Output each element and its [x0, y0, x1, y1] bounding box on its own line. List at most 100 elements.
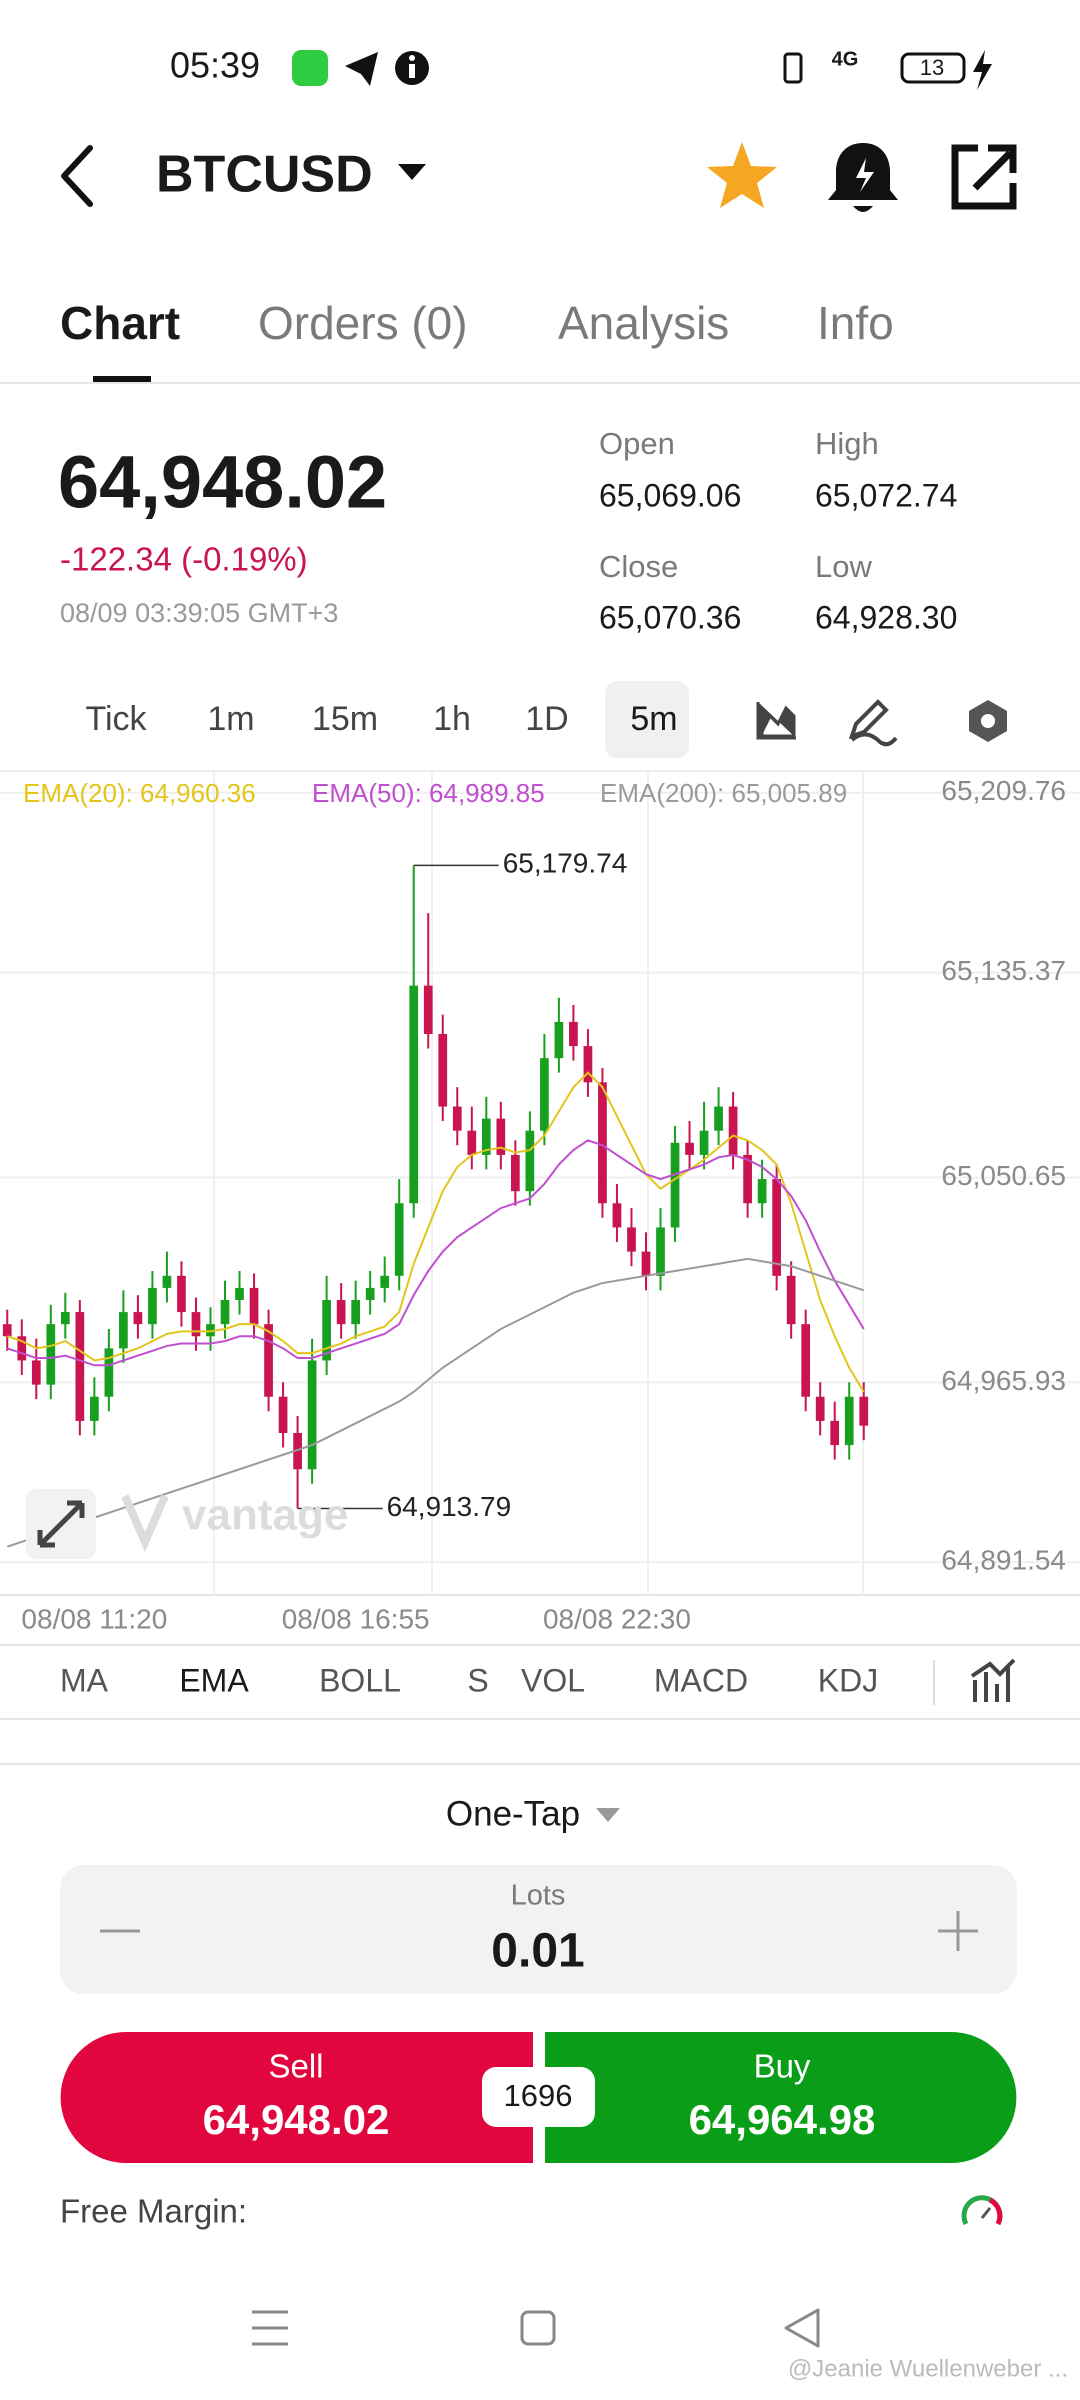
spread: 1696: [504, 2078, 573, 2113]
timeframe[interactable]: Tick: [85, 700, 147, 738]
draw-tool-button[interactable]: [848, 699, 898, 747]
buy-price[interactable]: 64,964.98: [689, 2096, 876, 2143]
timestamp: 08/09 03:39:05 GMT+3: [60, 598, 338, 628]
sell-label[interactable]: Sell: [268, 2048, 323, 2085]
y-tick-label: 64,965.93: [941, 1365, 1066, 1396]
timeframe[interactable]: 1h: [433, 700, 471, 738]
candle-body: [380, 1275, 390, 1288]
candle-body: [104, 1348, 114, 1397]
candle-body: [452, 1106, 462, 1131]
candle-body: [206, 1324, 215, 1337]
indicator-settings[interactable]: [970, 1658, 1016, 1702]
indicator-tab[interactable]: BOLL: [319, 1662, 401, 1698]
indicator-tab[interactable]: S: [467, 1662, 488, 1698]
lots-label: Lots: [511, 1880, 566, 1912]
candle-body: [815, 1396, 825, 1421]
candle-body: [772, 1179, 781, 1276]
candle-body: [133, 1312, 143, 1325]
margin-gauge: [988, 2197, 1003, 2226]
candle-body: [743, 1154, 752, 1204]
timeframe[interactable]: 1D: [525, 700, 568, 738]
candle-body: [75, 1312, 85, 1421]
trade-mode[interactable]: One-Tap: [446, 1794, 580, 1833]
back-button[interactable]: [61, 145, 93, 207]
status-icon: [409, 55, 415, 61]
status-time: 05:39: [170, 45, 260, 86]
candle-body: [307, 1360, 317, 1470]
legend-entry: EMA(200): 65,005.89: [600, 778, 847, 808]
stat-label: Close: [599, 549, 678, 584]
candle-body: [554, 1021, 564, 1059]
favorite-star[interactable]: [707, 142, 777, 208]
lots-increase[interactable]: [938, 1911, 978, 1951]
sell-button[interactable]: [60, 2032, 534, 2163]
image-credit: @Jeanie Wuellenweber ...: [788, 2355, 1068, 2382]
candle-body: [801, 1324, 811, 1397]
nav-menu[interactable]: [252, 2310, 288, 2346]
candle-body: [162, 1275, 172, 1288]
sell-price[interactable]: 64,948.02: [203, 2096, 390, 2143]
candle-body: [685, 1142, 694, 1155]
buy-label[interactable]: Buy: [754, 2048, 811, 2085]
timeframe[interactable]: 15m: [312, 700, 378, 738]
indicator-tab[interactable]: EMA: [179, 1662, 249, 1698]
candle-body: [2, 1324, 12, 1337]
timeframe-selected-bg: [605, 681, 689, 758]
candle-body: [525, 1130, 535, 1192]
nav-back[interactable]: [784, 2308, 820, 2348]
candle-body: [423, 985, 433, 1034]
lots-value[interactable]: 0.01: [491, 1925, 584, 1978]
symbol-dropdown[interactable]: [398, 164, 426, 180]
y-tick-label: 64,891.54: [941, 1545, 1066, 1576]
candle-body: [612, 1203, 622, 1228]
annotation-label: 65,179.74: [503, 848, 628, 879]
tab[interactable]: Chart: [60, 297, 180, 349]
candle-body: [365, 1287, 375, 1300]
buy-button[interactable]: [545, 2032, 1017, 2163]
candle-body: [17, 1336, 27, 1361]
candle-body: [859, 1396, 869, 1426]
timeframe[interactable]: 1m: [207, 700, 254, 738]
fullscreen-button: [37, 1500, 85, 1548]
candle-body: [467, 1130, 477, 1155]
candle-body: [670, 1142, 680, 1228]
candle-body: [148, 1287, 157, 1325]
ema-line: [6, 1257, 865, 1548]
legend-entry: EMA(50): 64,989.85: [312, 778, 545, 808]
period[interactable]: 1W: [515, 1757, 564, 1793]
period[interactable]: 1D: [195, 1757, 236, 1793]
candle-body: [31, 1360, 41, 1385]
indicator-tab[interactable]: MA: [60, 1662, 109, 1698]
timeframe[interactable]: 5m: [630, 700, 677, 738]
price-chart: 65,209.76 65,135.37 65,050.65 64,965.93 64,8…: [0, 775, 1080, 1634]
indicator-tab[interactable]: MACD: [654, 1662, 748, 1698]
stat-label: Low: [815, 549, 872, 584]
candle-body: [46, 1324, 56, 1385]
tab[interactable]: Orders (0): [258, 297, 468, 349]
candle-body: [569, 1021, 578, 1047]
nav-home[interactable]: [520, 2310, 556, 2346]
candle-body: [249, 1287, 259, 1325]
stat-value: 65,072.74: [815, 477, 957, 513]
indicator-tab[interactable]: VOL: [521, 1662, 585, 1698]
tab[interactable]: Analysis: [558, 297, 729, 349]
candle-body: [714, 1106, 723, 1131]
chart-type-button[interactable]: [756, 702, 796, 740]
indicator-tab[interactable]: KDJ: [818, 1662, 878, 1698]
symbol-title[interactable]: BTCUSD: [156, 146, 373, 204]
candle-body: [60, 1312, 70, 1325]
candle-body: [220, 1299, 230, 1325]
period[interactable]: 1M: [841, 1757, 885, 1793]
stat-label: High: [815, 426, 879, 461]
status-icon: [783, 52, 803, 84]
candle-body: [510, 1154, 520, 1192]
legend-entry: EMA(20): 64,960.36: [23, 778, 256, 808]
last-price: 64,948.02: [58, 441, 387, 524]
share-button[interactable]: [951, 144, 1017, 210]
annotation-label: 64,913.79: [387, 1491, 512, 1522]
trade-mode-dropdown[interactable]: [596, 1808, 620, 1822]
ema-line: [6, 1071, 865, 1393]
free-margin-label: Free Margin:: [60, 2193, 247, 2230]
tab[interactable]: Info: [817, 297, 894, 349]
